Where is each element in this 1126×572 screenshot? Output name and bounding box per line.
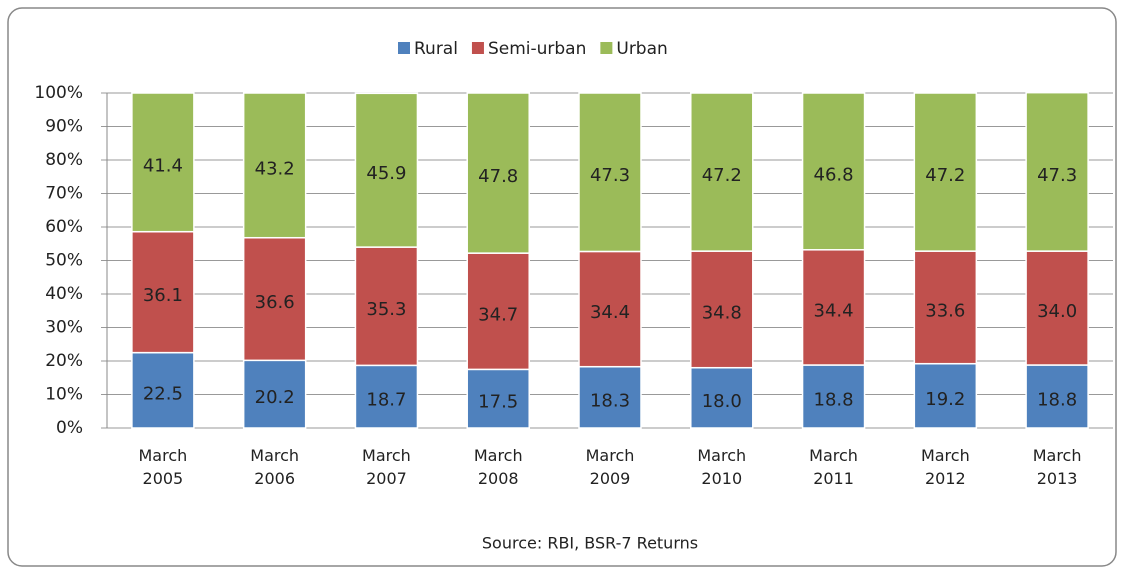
- data-label: 33.6: [925, 300, 965, 321]
- x-tick-label: March 2013: [1032, 446, 1082, 488]
- data-label: 18.8: [1037, 390, 1077, 411]
- bar-segment: [578, 250, 642, 368]
- y-tick-label: 60%: [45, 217, 83, 237]
- bar-segment: [354, 246, 419, 367]
- data-label: 34.7: [478, 304, 518, 325]
- data-label: 22.5: [143, 383, 183, 404]
- data-label: 34.0: [1037, 301, 1077, 322]
- legend-swatch: [600, 42, 613, 54]
- data-label: 47.2: [925, 165, 965, 186]
- data-label: 35.3: [366, 299, 406, 320]
- data-label: 36.1: [143, 285, 183, 306]
- y-tick-label: 0%: [56, 418, 83, 438]
- y-tick-label: 100%: [34, 83, 83, 103]
- bar-segment: [578, 92, 642, 253]
- y-tick-label: 70%: [45, 184, 83, 204]
- data-label: 18.3: [590, 390, 630, 411]
- legend-label: Semi-urban: [488, 39, 586, 59]
- legend-swatch: [471, 42, 484, 54]
- bar-segment: [242, 92, 307, 239]
- data-label: 19.2: [925, 389, 965, 410]
- bar-segment: [354, 364, 419, 429]
- data-label: 17.5: [478, 392, 518, 413]
- bar-segment: [913, 362, 978, 429]
- data-label: 18.0: [702, 391, 742, 412]
- bar-segment: [466, 92, 530, 254]
- data-label: 18.7: [366, 390, 406, 411]
- data-label: 41.4: [143, 155, 183, 176]
- legend-swatch: [398, 42, 410, 54]
- y-tick-label: 90%: [45, 117, 83, 137]
- x-tick-label: March 2012: [920, 446, 970, 488]
- data-label: 18.8: [814, 390, 854, 411]
- x-tick-label: March 2009: [585, 446, 635, 488]
- x-tick-label: March 2006: [250, 446, 300, 488]
- x-tick-label: March 2008: [473, 446, 523, 488]
- data-label: 47.2: [702, 165, 742, 186]
- data-label: 34.4: [590, 302, 630, 323]
- bar-segment: [690, 366, 754, 429]
- bar-segment: [1025, 364, 1089, 429]
- data-label: 46.8: [814, 164, 854, 185]
- data-label: 47.3: [590, 165, 630, 186]
- bar-segment: [131, 92, 195, 233]
- bar-segment: [354, 92, 419, 248]
- x-tick-label: March 2011: [809, 446, 858, 488]
- y-tick-label: 50%: [45, 251, 83, 271]
- bar-segment: [242, 236, 307, 362]
- source-note: Source: RBI, BSR-7 Returns: [482, 534, 698, 553]
- y-tick-label: 40%: [45, 284, 83, 304]
- bar-segment: [801, 92, 866, 251]
- bar-segment: [242, 359, 307, 429]
- data-label: 47.3: [1037, 165, 1077, 186]
- y-tick-label: 20%: [45, 351, 83, 371]
- bar-segment: [913, 92, 978, 252]
- bar-segment: [131, 351, 195, 429]
- x-tick-label: March 2005: [138, 446, 188, 488]
- legend-label: Urban: [616, 39, 667, 59]
- bar-segment: [690, 250, 754, 369]
- y-tick-label: 30%: [45, 318, 83, 338]
- data-label: 34.8: [702, 302, 742, 323]
- bar-segment: [913, 250, 978, 365]
- x-tick-label: March 2007: [362, 446, 411, 488]
- data-label: 34.4: [814, 300, 854, 321]
- data-label: 20.2: [255, 387, 295, 408]
- data-label: 43.2: [255, 158, 295, 179]
- bar-segment: [1025, 91, 1089, 252]
- y-tick-label: 10%: [45, 385, 83, 405]
- bar-segment: [801, 364, 866, 429]
- bar-segment: [801, 249, 866, 366]
- bar-segment: [131, 230, 195, 354]
- x-tick-label: March 2010: [697, 446, 747, 488]
- data-label: 45.9: [366, 163, 406, 184]
- y-tick-label: 80%: [45, 150, 83, 170]
- legend-label: Rural: [414, 39, 458, 59]
- bar-segment: [690, 92, 754, 252]
- data-label: 36.6: [255, 292, 295, 313]
- bar-segment: [578, 365, 642, 429]
- data-label: 47.8: [478, 166, 518, 187]
